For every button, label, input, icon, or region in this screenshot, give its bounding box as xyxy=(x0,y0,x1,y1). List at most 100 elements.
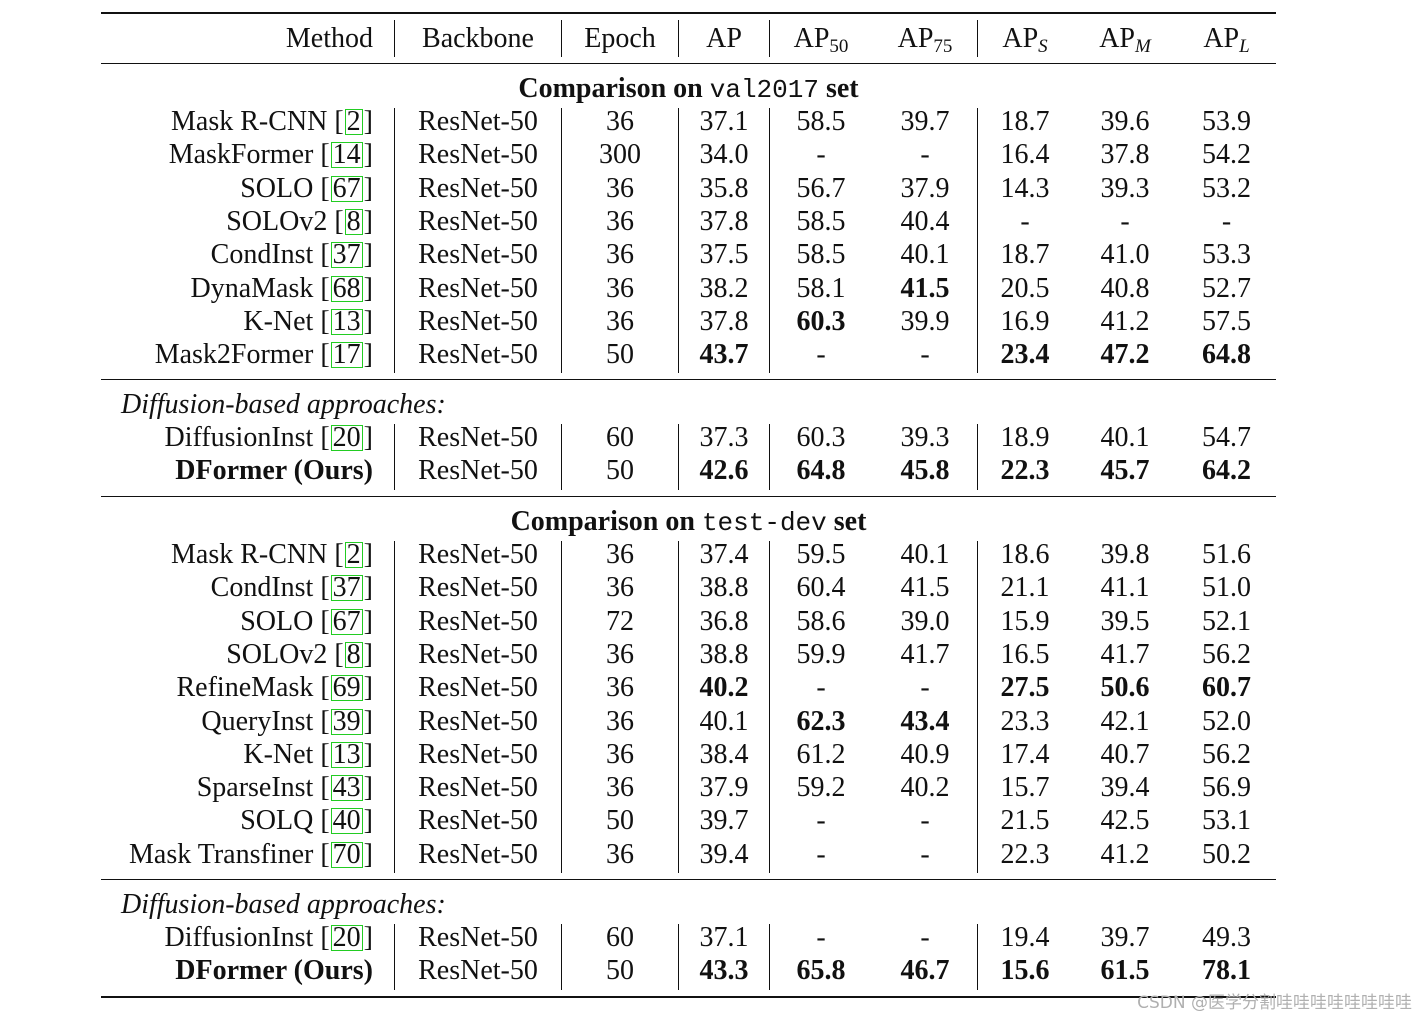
citation-link[interactable]: 13 xyxy=(330,305,363,337)
cell-ap: 38.8 xyxy=(699,572,749,604)
cell-apl: 52.7 xyxy=(1202,272,1251,304)
column-separator xyxy=(561,108,562,373)
cell-backbone: ResNet-50 xyxy=(418,772,538,804)
citation-link[interactable]: 2 xyxy=(344,106,363,137)
cell-ap75: 41.5 xyxy=(900,572,950,604)
cell-backbone: ResNet-50 xyxy=(418,572,538,604)
cell-ap50: 60.3 xyxy=(796,305,846,337)
column-separator xyxy=(561,424,562,490)
cell-backbone: ResNet-50 xyxy=(418,738,538,770)
cell-ap: 43.3 xyxy=(699,955,749,987)
citation-link[interactable]: 8 xyxy=(344,205,363,237)
cell-ap: 39.7 xyxy=(699,805,749,837)
citation-link[interactable]: 2 xyxy=(344,539,363,570)
cell-ap50: 58.6 xyxy=(796,605,846,637)
cell-apm: 41.0 xyxy=(1100,239,1150,271)
cell-ap: 37.8 xyxy=(699,305,749,337)
table-row: SOLOv2 [8] ResNet-50 36 38.8 59.9 41.7 16.5 41.… xyxy=(101,638,1276,671)
cell-ap: 40.2 xyxy=(699,672,749,704)
citation-link[interactable]: 39 xyxy=(330,705,363,737)
citation-link[interactable]: 67 xyxy=(330,172,363,204)
cell-epoch: 60 xyxy=(606,922,634,953)
cell-ap50: 65.8 xyxy=(796,955,846,987)
table-row: SOLO [67] ResNet-50 72 36.8 58.6 39.0 15.9 39.5… xyxy=(101,605,1276,638)
cell-ap: 38.2 xyxy=(699,272,749,304)
citation-link[interactable]: 20 xyxy=(330,422,363,453)
cell-apm: 41.2 xyxy=(1100,838,1150,870)
table-row: DiffusionInst [20] ResNet-50 60 37.3 60.3 39.… xyxy=(101,421,1276,454)
cell-backbone: ResNet-50 xyxy=(418,205,538,237)
cell-ap75: 39.3 xyxy=(900,422,950,453)
citation-link[interactable]: 20 xyxy=(330,922,363,953)
cell-apl: 54.7 xyxy=(1202,422,1251,453)
column-separator xyxy=(769,20,770,57)
column-separator xyxy=(561,924,562,990)
cell-apm: 42.1 xyxy=(1100,705,1150,737)
cell-ap75: 40.1 xyxy=(900,539,950,570)
cell-aps: 23.4 xyxy=(1000,339,1050,371)
cell-ap75: - xyxy=(920,805,930,837)
cell-apl: 56.9 xyxy=(1202,772,1251,804)
cell-aps: 23.3 xyxy=(1000,705,1050,737)
cell-method: K-Net [13] xyxy=(243,738,373,770)
cell-ap: 35.8 xyxy=(699,172,749,204)
cell-ap75: 40.2 xyxy=(900,772,950,804)
citation-link[interactable]: 8 xyxy=(344,638,363,670)
val-diffusion-label: Diffusion-based approaches: xyxy=(121,389,446,420)
cell-ap: 37.1 xyxy=(699,106,749,137)
header-ap50: AP50 xyxy=(793,23,849,57)
table-row: DFormer (Ours) ResNet-50 50 42.6 64.8 45.8 22.… xyxy=(101,454,1276,487)
cell-aps: 27.5 xyxy=(1000,672,1050,704)
cell-backbone: ResNet-50 xyxy=(418,305,538,337)
citation-link[interactable]: 43 xyxy=(330,772,363,804)
cell-ap75: 40.9 xyxy=(900,738,950,770)
cell-ap50: 58.5 xyxy=(796,205,846,237)
cell-epoch: 72 xyxy=(606,605,634,637)
cell-epoch: 36 xyxy=(606,838,634,870)
citation-link[interactable]: 13 xyxy=(330,738,363,770)
citation-link[interactable]: 67 xyxy=(330,605,363,637)
cell-ap50: 56.7 xyxy=(796,172,846,204)
citation-link[interactable]: 17 xyxy=(330,339,363,371)
header-epoch: Epoch xyxy=(584,23,656,54)
cell-apl: 78.1 xyxy=(1202,955,1251,987)
cell-backbone: ResNet-50 xyxy=(418,955,538,987)
cell-apm: 40.8 xyxy=(1100,272,1150,304)
column-separator xyxy=(769,924,770,990)
column-separator xyxy=(977,541,978,873)
cell-method: SparseInst [43] xyxy=(196,772,373,804)
cell-backbone: ResNet-50 xyxy=(418,805,538,837)
cell-ap: 37.1 xyxy=(699,922,749,953)
cell-apl: 64.8 xyxy=(1202,339,1251,371)
val-diffusion-rule xyxy=(101,379,1276,380)
section-test-title: Comparison on test-dev set xyxy=(510,506,867,538)
test-diffusion-rule xyxy=(101,879,1276,880)
citation-link[interactable]: 69 xyxy=(330,672,363,704)
cell-aps: 18.9 xyxy=(1000,422,1050,453)
citation-link[interactable]: 68 xyxy=(330,272,363,304)
cell-ap50: 60.3 xyxy=(796,422,846,453)
cell-ap75: 45.8 xyxy=(900,455,950,487)
citation-link[interactable]: 37 xyxy=(330,239,363,271)
cell-epoch: 36 xyxy=(606,205,634,237)
citation-link[interactable]: 70 xyxy=(330,838,363,870)
cell-apl: 53.9 xyxy=(1202,106,1251,137)
cell-epoch: 50 xyxy=(606,455,634,487)
watermark: CSDN @医学分割哇哇哇哇哇哇哇哇 xyxy=(1137,993,1412,1013)
cell-method: Mask Transfiner [70] xyxy=(129,838,373,870)
cell-apm: 39.5 xyxy=(1100,605,1150,637)
cell-ap75: 39.0 xyxy=(900,605,950,637)
table-row: RefineMask [69] ResNet-50 36 40.2 - - 27.5 50.6… xyxy=(101,671,1276,704)
cell-ap50: 58.5 xyxy=(796,239,846,271)
cell-backbone: ResNet-50 xyxy=(418,705,538,737)
cell-epoch: 36 xyxy=(606,638,634,670)
cell-ap: 37.9 xyxy=(699,772,749,804)
column-separator xyxy=(678,108,679,373)
cell-ap75: 39.7 xyxy=(900,106,950,137)
table-row: DiffusionInst [20] ResNet-50 60 37.1 - - 19.4 3… xyxy=(101,921,1276,954)
cell-method: DiffusionInst [20] xyxy=(164,922,373,953)
citation-link[interactable]: 37 xyxy=(330,572,363,604)
citation-link[interactable]: 40 xyxy=(330,805,363,837)
citation-link[interactable]: 14 xyxy=(330,139,363,171)
cell-epoch: 36 xyxy=(606,738,634,770)
